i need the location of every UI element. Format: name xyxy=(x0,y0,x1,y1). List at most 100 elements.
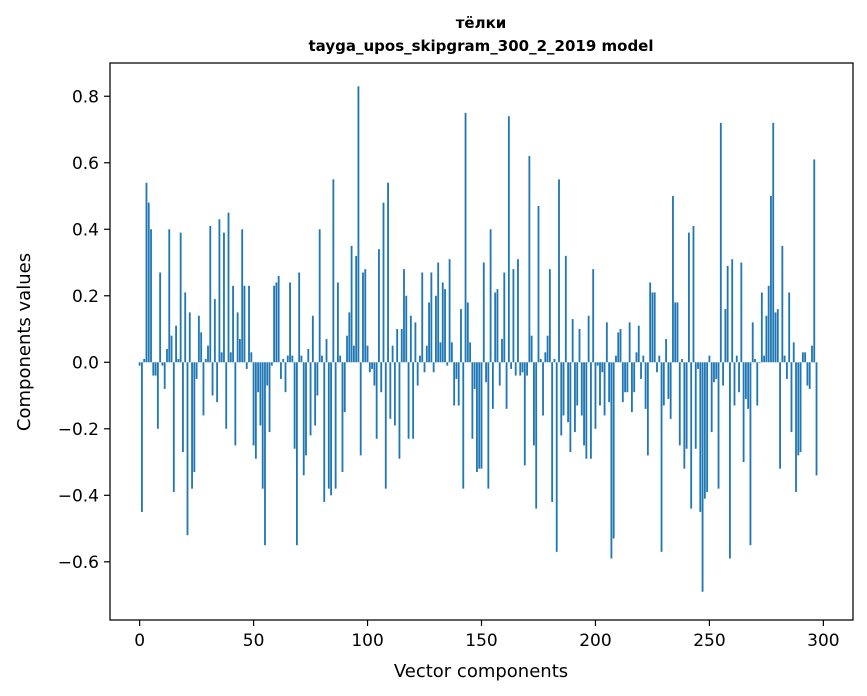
x-tick-label: 300 xyxy=(807,631,839,651)
bar-229 xyxy=(660,362,663,552)
bar-285 xyxy=(788,292,791,363)
bar-58 xyxy=(270,362,273,366)
bar-174 xyxy=(535,362,538,509)
bar-31 xyxy=(209,225,212,363)
bar-158 xyxy=(498,362,501,386)
bar-120 xyxy=(412,362,415,439)
chart-title-line-1: тёлки xyxy=(456,14,507,32)
bar-85 xyxy=(332,179,335,363)
bar-238 xyxy=(681,358,683,363)
bar-141 xyxy=(460,309,462,363)
bar-88 xyxy=(339,355,342,363)
bar-59 xyxy=(273,285,276,363)
bar-200 xyxy=(594,362,597,429)
bar-261 xyxy=(733,362,736,406)
bar-270 xyxy=(754,358,756,363)
bar-287 xyxy=(792,342,795,363)
bar-218 xyxy=(635,352,638,363)
bar-90 xyxy=(343,362,346,413)
x-tick-label: 150 xyxy=(465,631,497,651)
bar-295 xyxy=(811,345,813,363)
bar-167 xyxy=(519,362,522,376)
bar-269 xyxy=(751,322,754,363)
bar-274 xyxy=(763,355,766,363)
bar-13 xyxy=(168,229,171,363)
bar-157 xyxy=(496,289,499,363)
bar-278 xyxy=(772,122,775,363)
bar-49 xyxy=(250,352,253,363)
bar-216 xyxy=(631,362,633,413)
bar-18 xyxy=(179,232,182,363)
bar-75 xyxy=(309,362,312,436)
bar-78 xyxy=(316,362,319,396)
bar-46 xyxy=(243,285,246,363)
bar-5 xyxy=(150,229,152,363)
bar-41 xyxy=(232,285,234,363)
bar-230 xyxy=(662,362,665,406)
bar-104 xyxy=(375,362,378,439)
bar-255 xyxy=(719,122,722,363)
bar-40 xyxy=(229,352,232,363)
bar-124 xyxy=(421,272,424,363)
bar-184 xyxy=(558,179,560,363)
bar-10 xyxy=(161,362,164,366)
bar-123 xyxy=(419,355,421,363)
bar-291 xyxy=(801,352,804,363)
bar-127 xyxy=(428,302,430,363)
bar-282 xyxy=(781,245,784,363)
bar-111 xyxy=(391,345,394,363)
bar-210 xyxy=(617,332,620,363)
bar-135 xyxy=(446,362,449,366)
bar-290 xyxy=(799,362,802,453)
bar-145 xyxy=(469,342,472,363)
bar-66 xyxy=(289,282,291,363)
bar-227 xyxy=(656,362,658,373)
bar-32 xyxy=(211,362,214,396)
bar-89 xyxy=(341,362,344,473)
bar-147 xyxy=(473,362,476,389)
bar-series xyxy=(138,86,818,592)
bar-128 xyxy=(430,272,433,363)
bar-146 xyxy=(471,362,474,439)
bar-53 xyxy=(259,362,262,426)
bar-166 xyxy=(517,259,519,363)
bar-259 xyxy=(729,362,731,559)
y-tick-label: −0.2 xyxy=(58,420,99,440)
bar-283 xyxy=(783,355,786,363)
bar-180 xyxy=(548,269,551,363)
bar-207 xyxy=(610,362,613,559)
bar-154 xyxy=(489,229,492,363)
bar-97 xyxy=(359,362,362,456)
bar-98 xyxy=(362,272,364,363)
bar-208 xyxy=(612,362,615,539)
bar-108 xyxy=(384,362,387,489)
x-tick-label: 200 xyxy=(579,631,611,651)
bar-221 xyxy=(642,355,645,363)
bar-256 xyxy=(722,362,724,386)
bar-132 xyxy=(439,342,442,363)
bar-163 xyxy=(510,362,513,369)
bar-253 xyxy=(715,362,718,379)
bar-223 xyxy=(646,362,649,456)
bar-27 xyxy=(200,332,203,363)
bar-151 xyxy=(482,262,485,363)
bar-70 xyxy=(298,272,301,363)
bar-182 xyxy=(553,358,556,363)
bar-160 xyxy=(503,272,506,363)
bar-241 xyxy=(687,232,690,363)
bar-113 xyxy=(396,329,399,363)
bar-226 xyxy=(653,292,656,363)
bar-126 xyxy=(425,345,428,363)
bar-93 xyxy=(350,245,353,363)
bar-28 xyxy=(202,362,205,416)
bar-52 xyxy=(257,362,260,393)
bar-33 xyxy=(213,299,216,363)
x-axis-ticks: 0 50 100 150 200 250 300 xyxy=(134,620,840,651)
bar-144 xyxy=(466,302,469,363)
bar-34 xyxy=(216,362,219,403)
bar-202 xyxy=(599,362,601,406)
bar-153 xyxy=(487,362,490,489)
bar-262 xyxy=(735,355,738,363)
bar-20 xyxy=(184,292,187,363)
y-axis-ticks: −0.6 −0.4 −0.2 0.0 0.2 0.4 0.6 0.8 xyxy=(58,87,110,573)
